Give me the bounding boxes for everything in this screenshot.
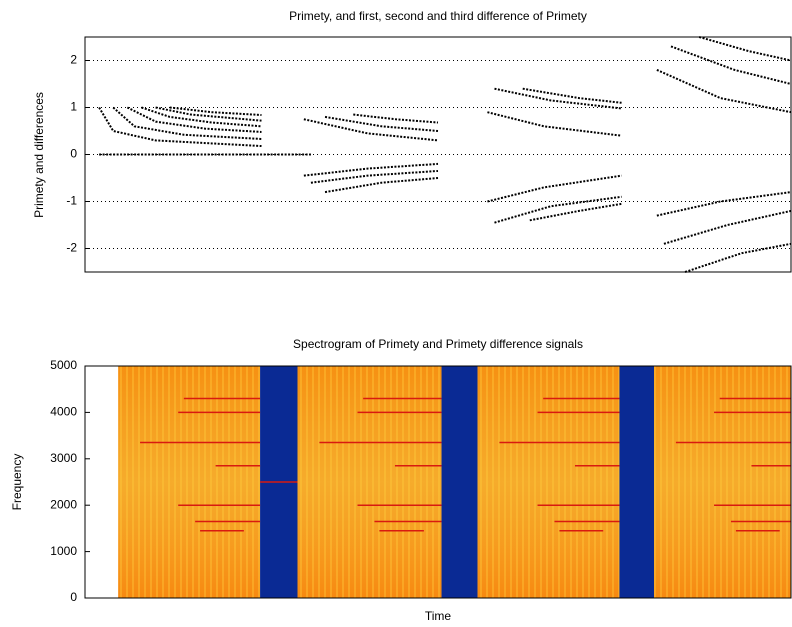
data-curve [529, 202, 622, 222]
data-curve [324, 115, 439, 132]
y-axis-label: Frequency [10, 454, 24, 511]
data-curve [169, 106, 262, 117]
chart-title: Spectrogram of Primety and Primety diffe… [293, 337, 583, 351]
panel-streaks [654, 366, 791, 598]
spectrogram-panel [441, 366, 478, 598]
data-curve [310, 169, 439, 184]
plot-frame [84, 36, 792, 273]
data-curve [98, 106, 262, 148]
y-tick-label: 5000 [50, 358, 77, 372]
data-curve [663, 209, 792, 245]
y-tick-label: 2 [70, 53, 77, 67]
data-curve [684, 242, 792, 273]
data-curve [141, 106, 262, 128]
data-curve [487, 174, 622, 203]
panel-streaks [477, 366, 620, 598]
spectrogram-panel [619, 366, 655, 598]
plot-frame [84, 365, 792, 599]
y-tick-label: 4000 [50, 405, 77, 419]
y-tick-label: 1 [70, 100, 77, 114]
data-curve [656, 191, 792, 217]
data-curve [303, 162, 439, 177]
data-curve [494, 195, 622, 224]
y-tick-label: -2 [66, 241, 77, 255]
data-curve [656, 68, 792, 114]
y-tick-label: -1 [66, 194, 77, 208]
data-curve [670, 45, 792, 85]
data-curve [303, 118, 439, 142]
y-axis-label: Primety and differences [32, 92, 46, 218]
y-tick-label: 1000 [50, 544, 77, 558]
y-tick-label: 0 [70, 147, 77, 161]
data-curve [698, 36, 792, 62]
data-curve [487, 111, 622, 137]
panel-streaks [297, 366, 442, 598]
data-curve [155, 106, 262, 122]
data-curve [522, 87, 622, 104]
data-curve [324, 177, 439, 194]
data-curve [112, 106, 262, 140]
chart-title: Primety, and first, second and third dif… [289, 9, 587, 23]
y-tick-label: 2000 [50, 497, 77, 511]
x-axis-label: Time [425, 609, 452, 623]
panel-streaks [118, 366, 261, 598]
data-curve [126, 106, 262, 133]
data-curve [353, 113, 439, 124]
y-tick-label: 0 [70, 590, 77, 604]
y-tick-label: 3000 [50, 451, 77, 465]
data-curve [494, 87, 622, 110]
